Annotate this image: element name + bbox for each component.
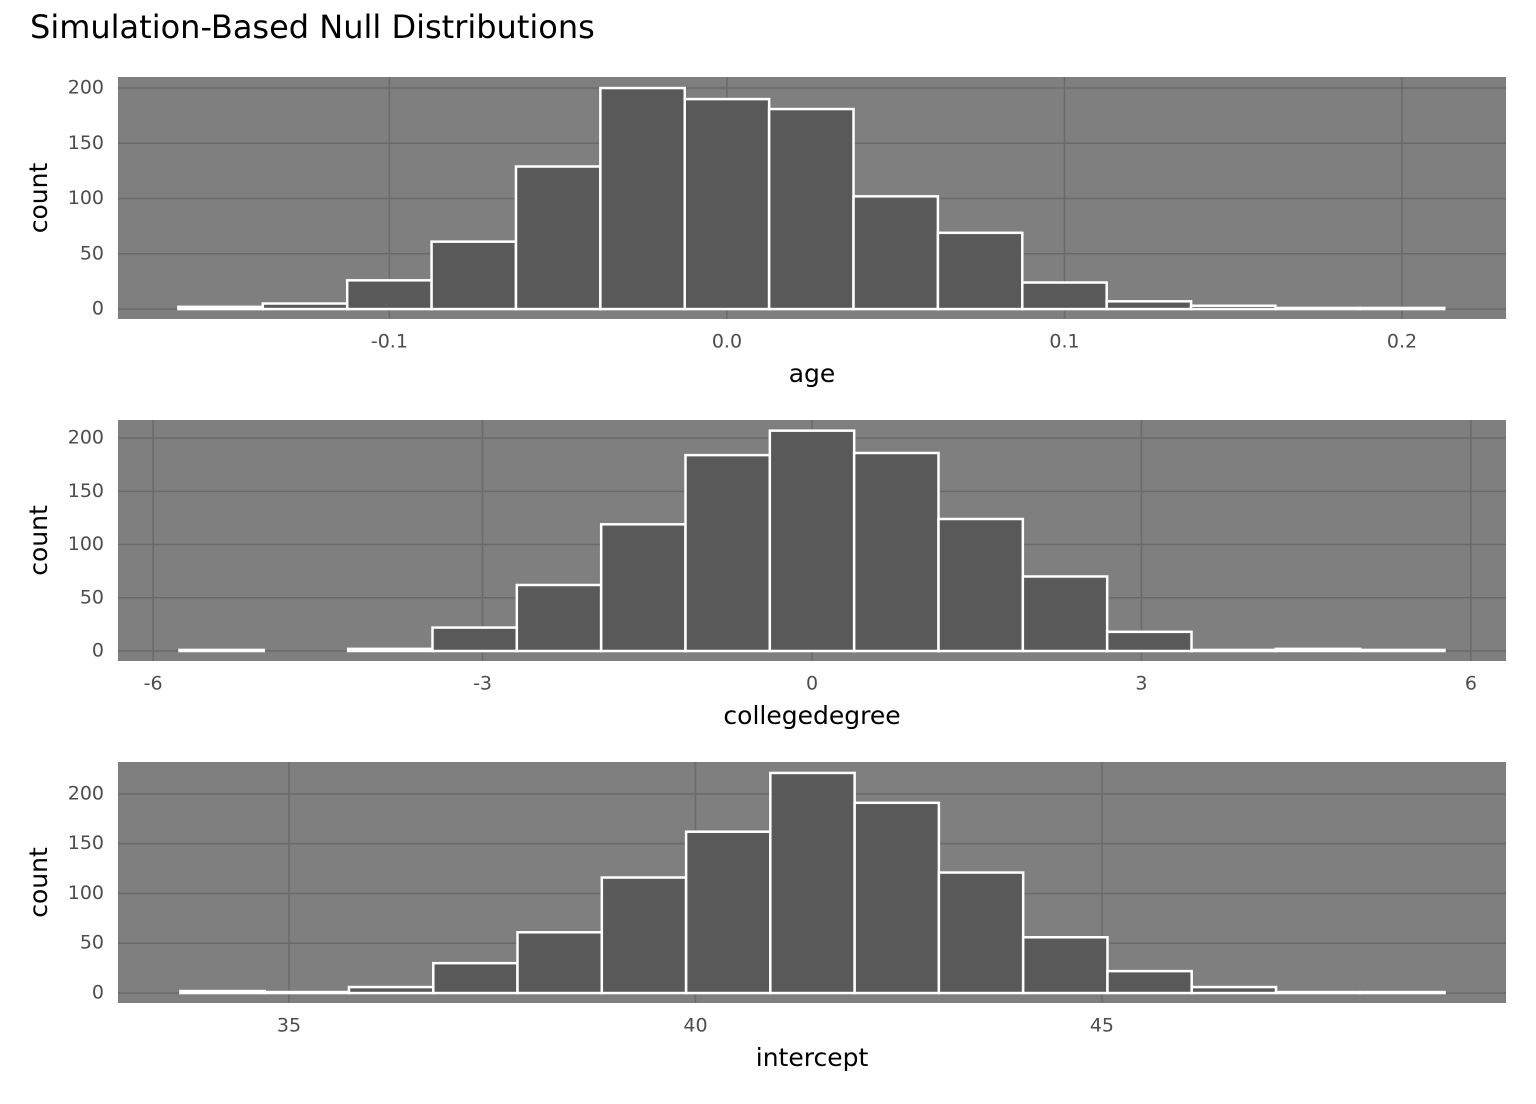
y-tick-label: 100 bbox=[68, 882, 104, 904]
y-tick-label: 0 bbox=[92, 639, 104, 661]
bar bbox=[1106, 969, 1193, 995]
bar bbox=[179, 989, 266, 995]
bar bbox=[1189, 304, 1277, 311]
x-tick-label: 45 bbox=[1090, 1015, 1114, 1037]
bar bbox=[852, 451, 940, 653]
bar bbox=[599, 86, 686, 311]
bar bbox=[1021, 575, 1109, 653]
x-tick-label: 40 bbox=[683, 1015, 707, 1037]
y-tick-label: 150 bbox=[68, 832, 104, 854]
x-tick-label: 0.1 bbox=[1049, 331, 1079, 353]
bar bbox=[263, 990, 351, 995]
bar bbox=[432, 961, 519, 995]
x-tick-label: 0 bbox=[806, 673, 818, 695]
bar bbox=[346, 647, 434, 653]
y-tick-label: 200 bbox=[68, 77, 104, 99]
bar bbox=[1105, 300, 1193, 311]
bar bbox=[515, 583, 603, 653]
bar bbox=[1021, 281, 1108, 311]
bar bbox=[767, 107, 855, 311]
x-tick-label: 0.2 bbox=[1387, 331, 1417, 353]
y-tick-label: 200 bbox=[68, 782, 104, 804]
x-axis-label: intercept bbox=[756, 1043, 869, 1072]
bar bbox=[936, 231, 1024, 311]
bar bbox=[516, 931, 604, 995]
x-tick-label: -3 bbox=[473, 673, 492, 695]
chart-title: Simulation-Based Null Distributions bbox=[30, 8, 595, 46]
y-tick-label: 0 bbox=[92, 298, 104, 320]
bar bbox=[769, 771, 856, 995]
x-tick-label: 0.0 bbox=[712, 331, 742, 353]
y-axis-label: count bbox=[24, 505, 53, 576]
bar bbox=[852, 195, 940, 311]
x-tick-label: -6 bbox=[144, 673, 163, 695]
bar bbox=[937, 871, 1025, 995]
bar bbox=[178, 648, 266, 653]
bar bbox=[853, 801, 941, 995]
bar bbox=[1274, 647, 1362, 653]
bar bbox=[768, 429, 856, 653]
y-tick-label: 150 bbox=[68, 480, 104, 502]
bar bbox=[1358, 306, 1446, 311]
y-axis-label: count bbox=[24, 847, 53, 918]
bar bbox=[599, 523, 687, 653]
y-axis-label: count bbox=[24, 163, 53, 234]
bar bbox=[347, 985, 435, 995]
bar bbox=[1274, 990, 1362, 995]
bar bbox=[177, 305, 265, 311]
x-tick-label: 3 bbox=[1135, 673, 1147, 695]
bar bbox=[683, 97, 771, 311]
bar bbox=[1358, 648, 1446, 653]
bar bbox=[431, 626, 519, 653]
y-tick-label: 50 bbox=[80, 242, 104, 264]
x-axis-label: age bbox=[789, 359, 836, 388]
x-tick-label: 35 bbox=[277, 1015, 301, 1037]
bar bbox=[600, 876, 688, 995]
bar bbox=[1274, 306, 1362, 311]
bar bbox=[1105, 630, 1193, 653]
x-tick-label: -0.1 bbox=[371, 331, 408, 353]
y-tick-label: 50 bbox=[80, 586, 104, 608]
bar bbox=[430, 240, 518, 311]
y-tick-label: 100 bbox=[68, 187, 104, 209]
bar bbox=[684, 830, 772, 995]
x-tick-label: 6 bbox=[1465, 673, 1477, 695]
y-tick-label: 200 bbox=[68, 427, 104, 449]
bar bbox=[261, 302, 349, 311]
bar bbox=[1358, 990, 1446, 995]
y-tick-label: 0 bbox=[92, 982, 104, 1004]
bar bbox=[1021, 936, 1109, 995]
bar bbox=[937, 517, 1025, 653]
bar bbox=[1190, 985, 1278, 995]
y-tick-label: 150 bbox=[68, 132, 104, 154]
bar bbox=[514, 165, 602, 311]
bar bbox=[684, 453, 772, 653]
y-tick-label: 50 bbox=[80, 932, 104, 954]
x-axis-label: collegedegree bbox=[723, 701, 900, 730]
y-tick-label: 100 bbox=[68, 533, 104, 555]
bar bbox=[1190, 648, 1278, 653]
bar bbox=[345, 279, 433, 311]
